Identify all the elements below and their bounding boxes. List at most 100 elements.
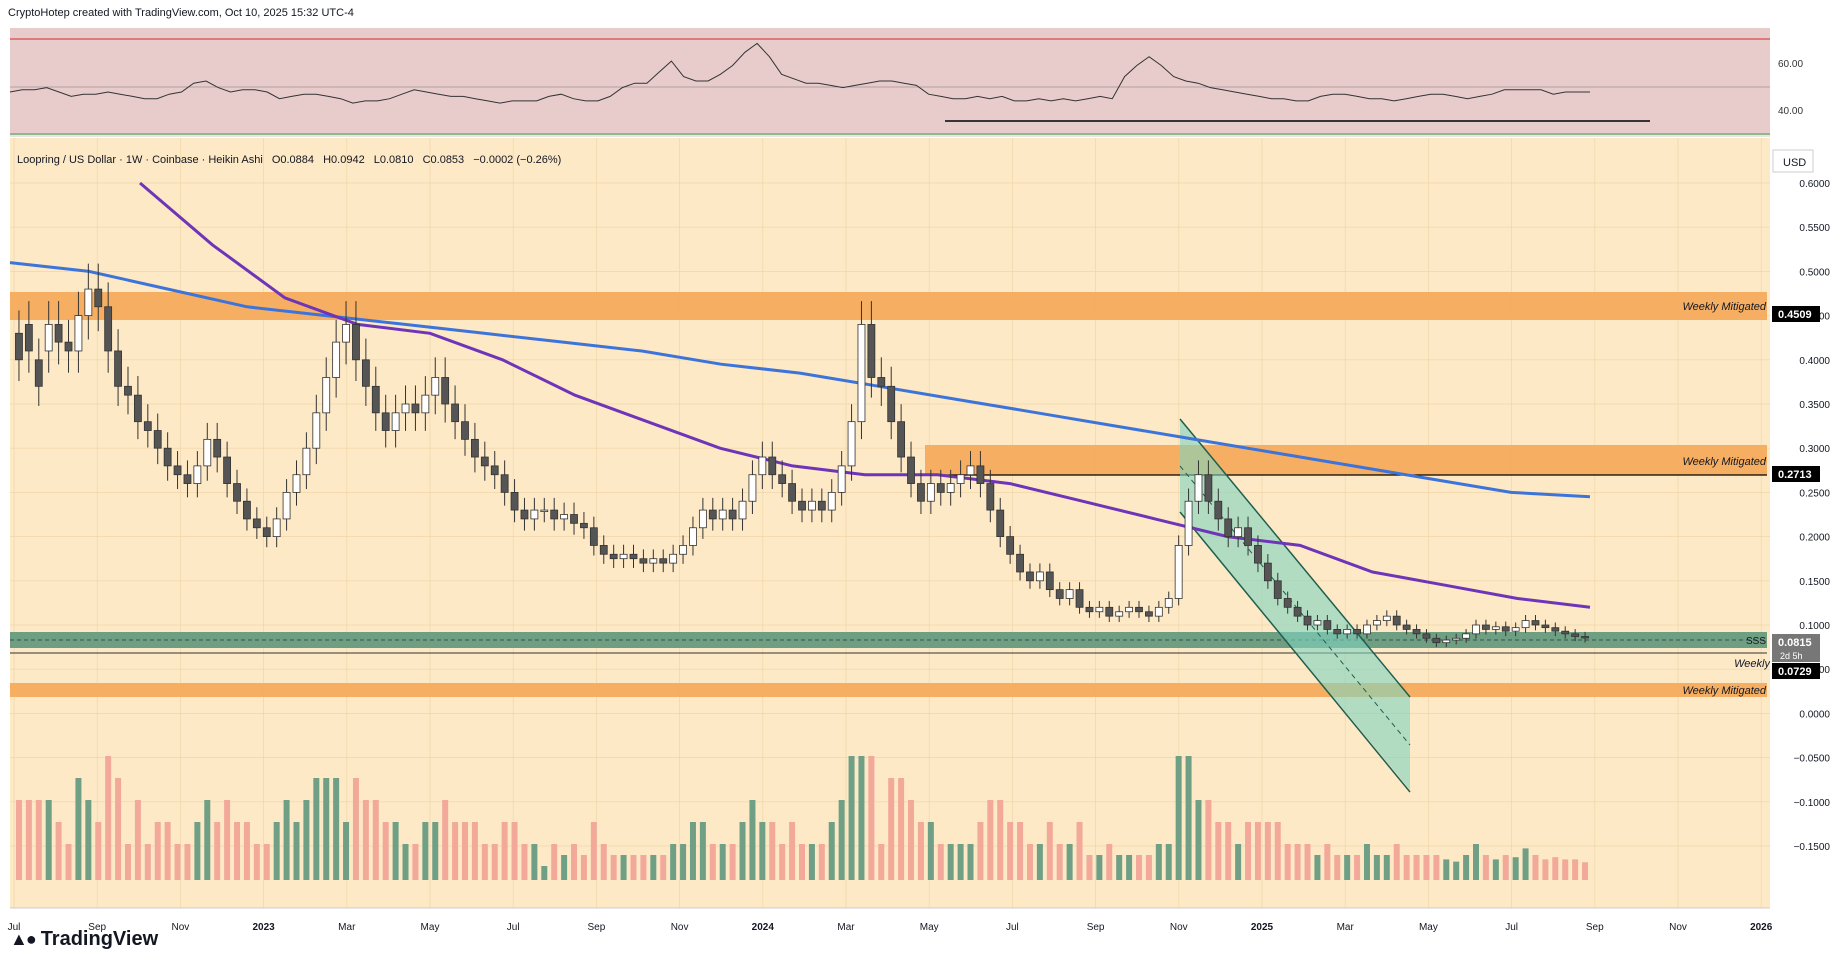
candle (1521, 620, 1530, 629)
volume-bar (224, 800, 231, 880)
weekly-mitigated-zone-1 (10, 292, 1767, 320)
volume-bar (1482, 855, 1489, 880)
candle (1511, 627, 1520, 632)
candle (193, 465, 202, 484)
volume-bar (1165, 844, 1172, 880)
volume-bar (174, 844, 181, 880)
candle (1154, 606, 1163, 617)
candle (124, 385, 132, 396)
candle (1363, 624, 1371, 635)
volume-bar (1195, 800, 1202, 880)
candle (778, 474, 787, 484)
tradingview-logo[interactable]: ▲● TradingView (10, 928, 158, 951)
volume-bar (253, 844, 260, 880)
candle (857, 324, 866, 423)
candle (907, 456, 915, 484)
volume-bar (1294, 844, 1301, 880)
candles (15, 263, 1589, 647)
volume-bar (15, 800, 22, 880)
candle (1482, 624, 1490, 630)
time-tick: Sep (588, 922, 606, 933)
time-tick: Jul (1505, 922, 1518, 933)
channel-mid-line (1179, 465, 1411, 746)
time-axis[interactable]: Jul Sep Nov 2023 Mar May Jul Sep Nov 2024 Mar May Ju… (8, 922, 1773, 933)
candle (619, 553, 628, 560)
candle (1006, 536, 1015, 555)
volume-bar (1473, 844, 1480, 880)
candle (718, 509, 727, 520)
candle (24, 324, 33, 352)
volume-bar (1046, 822, 1053, 880)
candle (897, 421, 906, 458)
volume-bar (759, 822, 766, 880)
currency-label-box[interactable] (1772, 149, 1814, 173)
candle (84, 288, 93, 316)
candle (371, 385, 380, 414)
time-tick: Sep (88, 922, 106, 933)
volume-bar (303, 800, 310, 880)
volume-bar (590, 822, 597, 880)
volume-bar (343, 822, 350, 880)
volume-bar (1175, 756, 1182, 880)
candle (1204, 474, 1213, 502)
candle (431, 377, 440, 396)
price-tag-current (1772, 634, 1820, 662)
candle (728, 509, 737, 520)
price-tick: 0.0000 (1799, 709, 1830, 720)
time-tick: Nov (172, 922, 190, 933)
price-axis[interactable] (1770, 138, 1835, 908)
volume-bar (402, 844, 409, 880)
candle (1353, 629, 1361, 635)
volume-bar (382, 822, 389, 880)
candle (352, 324, 360, 361)
volume-bar (610, 855, 617, 880)
candle (1571, 633, 1580, 637)
volume-bar (808, 844, 815, 880)
candle (1224, 518, 1233, 537)
volume-bar (977, 822, 984, 880)
candle (798, 500, 806, 511)
volume-bar (1522, 848, 1529, 880)
weekly-mitigated-zone-2 (925, 445, 1767, 475)
zone-label-weekly: Weekly (1734, 658, 1771, 670)
volume-bar (967, 844, 974, 880)
time-tick: May (1419, 922, 1438, 933)
candle (153, 430, 162, 449)
volume-bar (947, 844, 954, 880)
volume-bar (35, 800, 42, 880)
descending-channel (1180, 419, 1410, 790)
volume-bar (65, 844, 72, 880)
volume-bar (1344, 855, 1351, 880)
candle (956, 474, 965, 484)
volume-bar (818, 844, 825, 880)
candle (1085, 606, 1094, 613)
candle (133, 394, 142, 423)
volume-bar (660, 855, 667, 880)
time-tick: 2025 (1251, 922, 1274, 933)
volume-bar (1126, 855, 1133, 880)
tradingview-brand: TradingView (40, 928, 159, 950)
candle (1263, 562, 1272, 582)
candle (926, 483, 935, 502)
volume-bar (1383, 855, 1390, 880)
volume-bar (1334, 855, 1341, 880)
price-tick: 0.1000 (1799, 621, 1830, 632)
volume-bar (799, 844, 805, 880)
candle (758, 456, 767, 476)
candle (203, 438, 212, 467)
candle (520, 509, 529, 520)
volume-bar (1215, 822, 1222, 880)
volume-bar (1502, 855, 1509, 880)
candle (639, 558, 648, 564)
candle (114, 350, 122, 387)
volume-bar (501, 822, 508, 880)
price-tick: 0.6000 (1799, 179, 1830, 190)
candle (1016, 553, 1024, 573)
candle (64, 341, 73, 352)
volume-bar (888, 778, 895, 880)
chart-attribution: CryptoHotep created with TradingView.com… (8, 7, 354, 19)
volume-bar (580, 855, 587, 880)
volume-bar (273, 822, 280, 880)
candle (609, 553, 618, 560)
